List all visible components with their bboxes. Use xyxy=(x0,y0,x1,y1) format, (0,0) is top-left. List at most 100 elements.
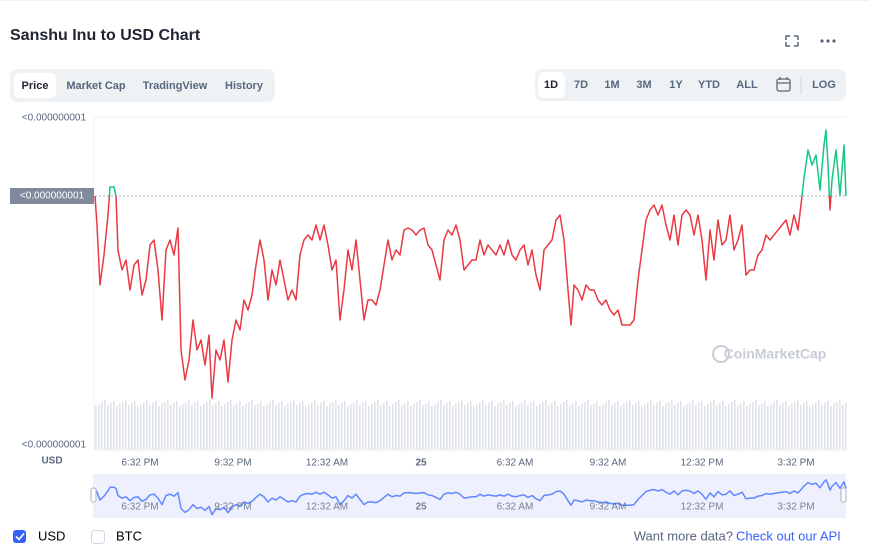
range[interactable]: 1D xyxy=(544,79,558,91)
range[interactable]: 3M xyxy=(636,79,651,91)
tab[interactable]: Price xyxy=(22,80,49,92)
volume-bar xyxy=(761,403,763,450)
volume-bar xyxy=(611,405,613,450)
navigator-handle[interactable] xyxy=(90,487,97,503)
volume-bar xyxy=(722,401,724,450)
navigator[interactable] xyxy=(93,474,846,518)
navigator-label: 12:32 PM xyxy=(681,502,724,513)
volume-bar xyxy=(572,403,574,450)
volume-bar xyxy=(266,404,268,450)
volume-bar xyxy=(476,404,478,450)
volume-bar xyxy=(794,402,796,450)
navigator-label: 6:32 AM xyxy=(497,502,534,513)
volume-bar xyxy=(326,406,328,450)
volume-bar xyxy=(656,403,658,450)
volume-bar xyxy=(113,401,115,450)
volume-bar xyxy=(698,403,700,450)
calendar-icon[interactable] xyxy=(776,77,791,92)
volume-bar xyxy=(617,401,619,450)
volume-bar xyxy=(800,405,802,450)
volume-bar xyxy=(560,404,562,450)
volume-bar xyxy=(632,405,634,450)
volume-bar xyxy=(839,400,841,450)
volume-bar xyxy=(629,400,631,450)
checkbox[interactable] xyxy=(91,530,105,544)
api-link[interactable]: Check out our API xyxy=(736,528,841,543)
volume-bar xyxy=(101,402,103,450)
volume-bar xyxy=(683,406,685,450)
y-label: <0.000000001 xyxy=(22,113,87,124)
volume-bar xyxy=(170,405,172,450)
range[interactable]: 1M xyxy=(604,79,619,91)
tab[interactable]: History xyxy=(225,80,264,92)
volume-bar xyxy=(410,406,412,450)
volume-bar xyxy=(470,401,472,450)
volume-bar xyxy=(446,403,448,450)
volume-bar xyxy=(209,400,211,450)
range[interactable]: YTD xyxy=(698,79,720,91)
volume-bar xyxy=(515,406,517,450)
volume-bar xyxy=(239,401,241,450)
range[interactable]: 1Y xyxy=(669,79,683,91)
volume-bar xyxy=(812,404,814,450)
volume-bar xyxy=(503,400,505,450)
volume-bar xyxy=(479,402,481,450)
navigator-handle[interactable] xyxy=(840,487,847,503)
volume-bar xyxy=(467,403,469,450)
volume-bar xyxy=(584,402,586,450)
watermark-logo xyxy=(712,345,730,363)
y-label: <0.000000001 xyxy=(22,440,87,451)
volume-bar xyxy=(317,405,319,450)
volume-bar xyxy=(512,401,514,450)
tab[interactable]: TradingView xyxy=(143,80,208,92)
fullscreen-icon[interactable] xyxy=(785,35,799,47)
volume-bar xyxy=(422,405,424,450)
volume-bar xyxy=(554,401,556,450)
volume-bar xyxy=(521,402,523,450)
volume-bar xyxy=(731,402,733,450)
volume-bar xyxy=(263,406,265,450)
range[interactable]: ALL xyxy=(736,79,758,91)
range[interactable]: 7D xyxy=(574,79,588,91)
volume-bar xyxy=(194,403,196,450)
volume-bar xyxy=(752,402,754,450)
volume-bar xyxy=(335,400,337,450)
volume-bar xyxy=(773,402,775,450)
volume-bar xyxy=(650,400,652,450)
currency-label[interactable]: USD xyxy=(38,528,65,543)
volume-bar xyxy=(836,402,838,450)
volume-bar xyxy=(302,401,304,450)
checkbox-checked[interactable] xyxy=(13,530,26,543)
volume-bar xyxy=(452,406,454,450)
x-label: 9:32 PM xyxy=(214,458,251,469)
volume-bar xyxy=(803,403,805,450)
volume-bar xyxy=(749,404,751,450)
log-toggle[interactable]: LOG xyxy=(812,79,836,91)
volume-bar xyxy=(215,403,217,450)
currency-label[interactable]: BTC xyxy=(116,528,142,543)
more-icon[interactable] xyxy=(820,39,836,43)
tab-active-bg xyxy=(14,73,56,98)
volume-bar xyxy=(827,401,829,450)
volume-bar xyxy=(347,406,349,450)
x-label: 6:32 PM xyxy=(121,458,158,469)
volume-bar xyxy=(818,400,820,450)
tab[interactable]: Market Cap xyxy=(66,80,126,92)
volume-bar xyxy=(398,400,400,450)
volume-bar xyxy=(161,404,163,450)
navigator-label: 3:32 PM xyxy=(777,502,814,513)
volume-bar xyxy=(536,406,538,450)
volume-bar xyxy=(356,400,358,450)
volume-bar xyxy=(416,402,418,450)
volume-bar xyxy=(653,405,655,450)
volume-bar xyxy=(182,404,184,450)
x-label: 12:32 PM xyxy=(681,458,724,469)
x-label: 9:32 AM xyxy=(590,458,627,469)
volume-bar xyxy=(425,403,427,450)
volume-bar xyxy=(542,402,544,450)
volume-bar xyxy=(308,404,310,450)
volume-bar xyxy=(269,402,271,450)
volume-bar xyxy=(188,400,190,450)
check-icon xyxy=(15,532,25,541)
volume-bar xyxy=(740,403,742,450)
